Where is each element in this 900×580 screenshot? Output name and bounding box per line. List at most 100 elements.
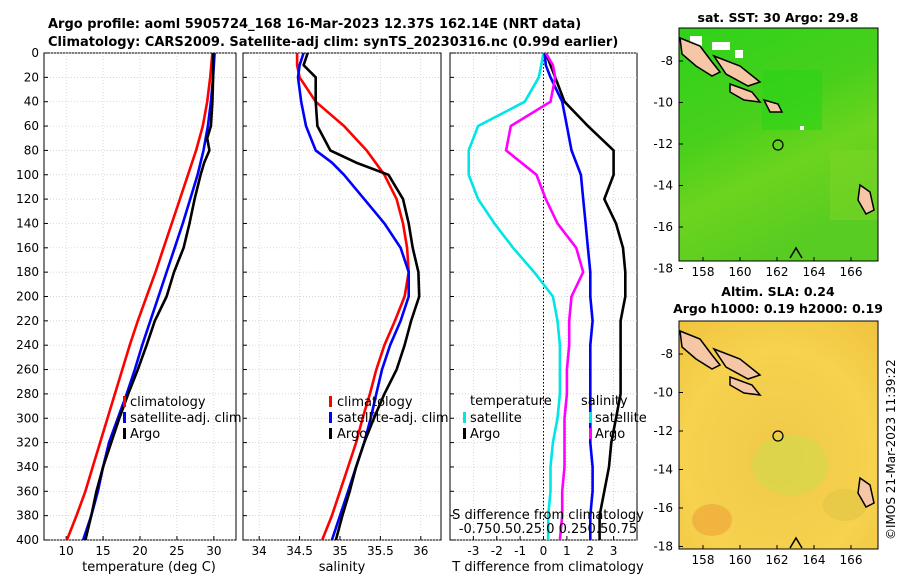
sst-cloud-gap [735, 50, 743, 58]
legend-swatch-s-argo [589, 428, 592, 439]
legend-swatch-climatology [123, 396, 126, 407]
series-line-t-argo [544, 53, 627, 540]
x-tick-label: 1 [563, 544, 571, 558]
sla-map-ticks: -8 -10 -12 -14 -16 -18 158 160 162 164 166 [653, 347, 862, 567]
y-tick-label: 0 [31, 46, 39, 60]
salinity-xlabel: salinity [319, 560, 366, 575]
difference-legend: temperature salinity satellite Argo sate… [463, 394, 647, 442]
y-tick-label: 100 [16, 168, 39, 182]
map-y-tick-label: -10 [653, 386, 673, 400]
map-x-tick-label: 164 [803, 265, 826, 279]
sla-low-anomaly [752, 435, 828, 495]
difference-xlabel: T difference from climatology [451, 560, 644, 575]
legend-label-t-argo: Argo [470, 427, 500, 442]
legend-label-climatology: climatology [337, 395, 413, 410]
sla-island-vanuatu [857, 476, 875, 508]
map-y-tick-label: -12 [653, 424, 673, 438]
sst-map [679, 28, 878, 261]
legend-label-satellite-adj: satellite-adj. clim [130, 411, 242, 426]
y-tick-label: 160 [16, 241, 39, 255]
sst-island-vanuatu [857, 183, 875, 215]
sla-island-guadalcanal [679, 329, 722, 370]
legend-swatch-satellite-adj [329, 412, 332, 423]
y-tick-label: 200 [16, 290, 39, 304]
map-y-tick-label: -18 [653, 262, 673, 276]
sst-cloud-gap [690, 36, 702, 46]
legend-label-s-satellite: satellite [595, 411, 647, 426]
legend-label-satellite-adj: satellite-adj. clim [337, 411, 449, 426]
x-tick-label: 2 [586, 544, 594, 558]
sst-map-title: sat. SST: 30 Argo: 29.8 [698, 10, 859, 25]
y-tick-label: 180 [16, 265, 39, 279]
sla-map-frame [678, 320, 879, 550]
y-tick-label: 40 [24, 95, 39, 109]
sla-island-malaita [712, 347, 762, 380]
sst-cloud-gap [800, 126, 804, 130]
x-tick-label: 34 [252, 544, 267, 558]
sla-argo-position-marker [772, 430, 784, 442]
y-tick-label: 140 [16, 216, 39, 230]
map-x-tick-label: 160 [729, 265, 752, 279]
temperature-xlabel: temperature (deg C) [82, 560, 216, 575]
axis-layer: 0204060801001201401601802002202402602803… [16, 46, 617, 558]
series-line-s-satellite [543, 53, 594, 540]
y-tick-label: 260 [16, 363, 39, 377]
legend-label-s-argo: Argo [595, 427, 625, 442]
map-y-tick-label: -14 [653, 179, 673, 193]
legend-label-t-satellite: satellite [470, 411, 522, 426]
x-tick-label: 36 [413, 544, 428, 558]
series-line-satellite-adj-clim [296, 53, 411, 540]
figure-title-line1: Argo profile: aoml 5905724_168 16-Mar-20… [48, 17, 581, 32]
y-tick-label: 300 [16, 411, 39, 425]
x-tick-label: 34.5 [286, 544, 313, 558]
sst-argo-position-marker [772, 139, 784, 151]
line-layer [65, 53, 627, 540]
x-tick-label: -1 [514, 544, 526, 558]
sst-island-malaita [712, 54, 762, 87]
x-tick-label: 15 [95, 544, 110, 558]
legend-label-climatology: climatology [130, 395, 206, 410]
sla-map-title-line1: Altim. SLA: 0.24 [721, 284, 835, 299]
map-x-tick-label: 166 [840, 553, 863, 567]
legend-swatch-argo [329, 428, 332, 439]
y-tick-label: 360 [16, 484, 39, 498]
map-y-tick-label: -16 [653, 220, 673, 234]
sst-island-guadalcanal [679, 36, 722, 77]
legend-swatch-t-argo [463, 428, 466, 439]
map-x-tick-label: 158 [692, 553, 715, 567]
map-x-tick-label: 164 [803, 553, 826, 567]
sst-cloud-gap [712, 42, 730, 50]
sst-island-makira [729, 82, 762, 103]
map-x-tick-label: 158 [692, 265, 715, 279]
x-tick-label: 3 [610, 544, 618, 558]
y-tick-label: 240 [16, 338, 39, 352]
map-y-tick-label: -14 [653, 463, 673, 477]
legend-label-argo: Argo [130, 427, 160, 442]
map-y-tick-label: -8 [661, 347, 673, 361]
x-tick-label: 20 [132, 544, 147, 558]
sst-map-ticks: -8 -10 -12 -14 -16 -18 158 160 162 164 166 [653, 54, 862, 279]
sla-patch [823, 489, 867, 521]
x-tick-label: 0 [540, 544, 548, 558]
sla-map [679, 321, 878, 549]
difference-top-xlabel: S difference from climatology [452, 508, 644, 523]
y-tick-label: 220 [16, 314, 39, 328]
map-y-tick-label: -18 [653, 540, 673, 554]
y-tick-label: 60 [24, 119, 39, 133]
legend-label-argo: Argo [337, 427, 367, 442]
x-tick-label: 35 [332, 544, 347, 558]
legend-swatch-climatology [329, 396, 332, 407]
x-tick-label: -3 [467, 544, 479, 558]
map-x-tick-label: 162 [766, 265, 789, 279]
legend-swatch-t-satellite [463, 412, 466, 423]
salinity-legend: climatology satellite-adj. clim Argo [329, 395, 449, 442]
x-tick-label: 25 [169, 544, 184, 558]
y-tick-label: 20 [24, 70, 39, 84]
sst-coast-south [789, 246, 803, 259]
legend-swatch-satellite-adj [123, 412, 126, 423]
legend-title-temperature: temperature [470, 394, 552, 409]
series-line-t-satellite [467, 53, 562, 540]
imos-credit: ©IMOS 21-Mar-2023 11:39:22 [884, 359, 898, 540]
map-x-tick-label: 162 [766, 553, 789, 567]
y-tick-label: 400 [16, 533, 39, 547]
